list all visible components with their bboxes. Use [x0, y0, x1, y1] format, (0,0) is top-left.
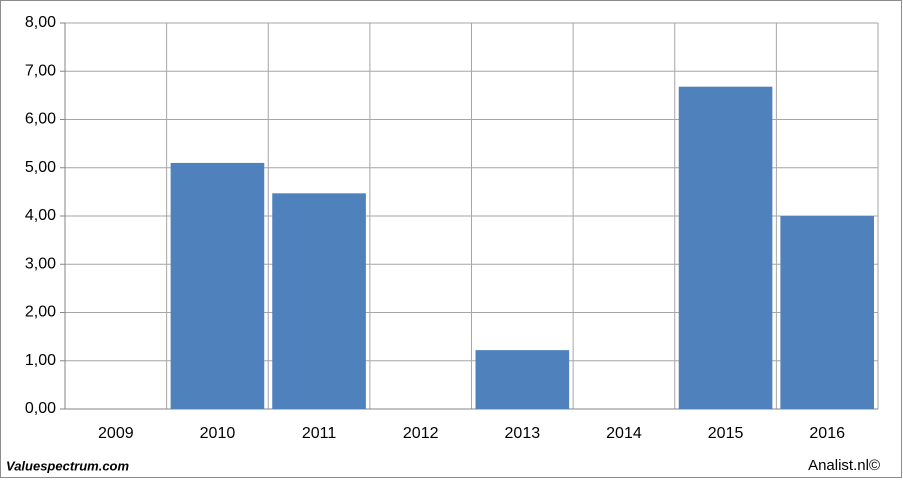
y-tick-label: 6,00 — [25, 111, 56, 128]
x-tick-label: 2014 — [606, 425, 642, 442]
x-tick-label: 2010 — [200, 425, 236, 442]
x-tick-label: 2011 — [302, 425, 337, 442]
bar — [678, 86, 773, 409]
x-tick-label: 2009 — [98, 425, 134, 442]
footer-left: Valuespectrum.com — [6, 458, 130, 473]
y-tick-label: 0,00 — [25, 400, 56, 417]
bar — [272, 193, 366, 409]
x-tick-label: 2012 — [403, 425, 439, 442]
footer-right: Analist.nl© — [808, 457, 880, 474]
y-tick-label: 1,00 — [25, 352, 56, 369]
x-tick-label: 2016 — [809, 425, 845, 442]
y-tick-label: 5,00 — [25, 159, 56, 176]
y-tick-label: 3,00 — [25, 255, 56, 272]
x-tick-label: 2013 — [505, 425, 541, 442]
y-tick-label: 7,00 — [25, 62, 56, 79]
y-tick-label: 4,00 — [25, 207, 56, 224]
bar — [780, 216, 874, 409]
bar — [170, 162, 265, 409]
bar — [475, 350, 570, 409]
y-tick-label: 8,00 — [25, 14, 56, 31]
y-tick-label: 2,00 — [25, 304, 56, 321]
x-tick-label: 2015 — [708, 425, 744, 442]
